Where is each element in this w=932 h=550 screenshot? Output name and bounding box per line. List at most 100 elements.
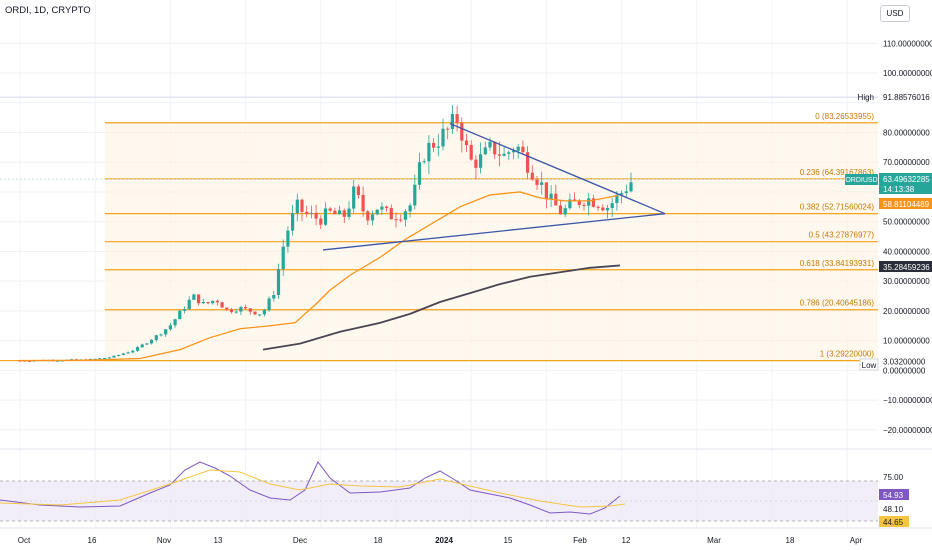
candle-body bbox=[516, 146, 520, 151]
candle-body bbox=[474, 159, 478, 168]
price-axis-tick: 40.00000000 bbox=[883, 247, 930, 256]
candle-body bbox=[258, 314, 262, 316]
candle-body bbox=[173, 319, 177, 326]
candle-body bbox=[511, 150, 516, 153]
ema50-tag-box bbox=[879, 198, 932, 209]
fib-level-label: 0 (83.26533955) bbox=[815, 112, 874, 121]
fib-zone bbox=[105, 122, 878, 179]
price-axis-tick: 100.00000000 bbox=[883, 69, 932, 78]
candle-body bbox=[262, 310, 266, 315]
candle-body bbox=[253, 311, 257, 315]
candle-body bbox=[126, 352, 130, 354]
time-axis-label: 18 bbox=[786, 536, 795, 545]
time-axis-label: 15 bbox=[504, 536, 513, 545]
candle-body bbox=[281, 246, 285, 270]
candle-body bbox=[154, 335, 158, 340]
candle-body bbox=[389, 207, 393, 220]
candle-body bbox=[540, 182, 544, 185]
candle-body bbox=[502, 153, 506, 156]
candle-body bbox=[220, 302, 224, 308]
fib-zone bbox=[105, 178, 878, 214]
candle-body bbox=[591, 198, 595, 207]
candle-body bbox=[563, 208, 567, 215]
price-axis-tick: 80.00000000 bbox=[883, 128, 930, 137]
fib-level-label: 0.786 (20.40645186) bbox=[800, 299, 875, 308]
candle-body bbox=[497, 154, 501, 156]
candle-body bbox=[135, 347, 140, 351]
candle-body bbox=[27, 360, 31, 362]
candle-body bbox=[483, 147, 487, 155]
candle-body bbox=[361, 194, 365, 212]
candle-body bbox=[225, 307, 229, 310]
candle-body bbox=[215, 300, 219, 303]
rsi-tick-lower: 48.10 bbox=[883, 505, 904, 514]
candle-body bbox=[455, 114, 459, 123]
candle-body bbox=[399, 219, 403, 221]
candle-body bbox=[309, 212, 313, 214]
currency-selector[interactable]: USD bbox=[880, 5, 910, 22]
last-price-box bbox=[879, 173, 932, 194]
candle-body bbox=[164, 329, 168, 335]
candle-body bbox=[427, 142, 431, 162]
countdown-value: 14:13:38 bbox=[883, 185, 915, 194]
price-axis-tick: −10.00000000 bbox=[883, 396, 932, 405]
candle-body bbox=[197, 294, 201, 304]
price-axis-tick: 70.00000000 bbox=[883, 158, 930, 167]
candle-body bbox=[582, 204, 586, 206]
time-axis-label: 2024 bbox=[435, 536, 453, 545]
candle-body bbox=[403, 211, 407, 220]
candle-body bbox=[300, 199, 304, 212]
candle-body bbox=[530, 172, 534, 180]
time-axis-label: Apr bbox=[850, 536, 863, 545]
candle-body bbox=[347, 208, 351, 217]
fib-zone bbox=[105, 269, 878, 310]
candle-body bbox=[168, 325, 172, 330]
candle-body bbox=[460, 122, 464, 141]
fib-level-label: 0.618 (33.84193931) bbox=[800, 259, 875, 268]
candle-body bbox=[493, 141, 497, 155]
candle-body bbox=[568, 199, 572, 209]
candle-body bbox=[276, 269, 281, 296]
trendline-upper bbox=[449, 122, 666, 215]
candle-body bbox=[615, 194, 619, 204]
candle-body bbox=[577, 200, 581, 205]
candle-body bbox=[229, 309, 234, 313]
time-axis-label: Dec bbox=[293, 536, 307, 545]
candle-body bbox=[107, 357, 111, 359]
candle-body bbox=[121, 353, 125, 355]
trendline-lower bbox=[322, 213, 666, 251]
rsi-line bbox=[0, 461, 621, 515]
candle-body bbox=[464, 140, 469, 146]
candle-body bbox=[601, 207, 605, 211]
symbol-title: ORDI, 1D, CRYPTO bbox=[5, 5, 91, 16]
candle-body bbox=[549, 193, 553, 200]
candle-body bbox=[272, 295, 276, 299]
candle-body bbox=[333, 210, 337, 215]
candle-body bbox=[182, 309, 187, 311]
candle-body bbox=[187, 299, 191, 310]
candle-body bbox=[319, 218, 323, 225]
time-axis-label: Feb bbox=[573, 536, 587, 545]
last-price-value: 63.49632285 bbox=[883, 175, 930, 184]
candle-body bbox=[370, 214, 375, 221]
rsi-signal-line bbox=[0, 469, 626, 508]
price-axis-tick: 0.00000000 bbox=[883, 366, 926, 375]
candle-body bbox=[521, 146, 525, 153]
candle-body bbox=[422, 161, 426, 163]
candle-body bbox=[436, 146, 440, 148]
candle-body bbox=[544, 182, 548, 200]
candle-body bbox=[629, 182, 633, 192]
candle-body bbox=[450, 114, 454, 130]
candle-body bbox=[295, 199, 299, 214]
fib-zone bbox=[105, 309, 878, 361]
candle-body bbox=[314, 212, 318, 219]
time-axis-label: 18 bbox=[374, 536, 383, 545]
candle-body bbox=[328, 208, 332, 211]
time-axis-label: Nov bbox=[157, 536, 171, 545]
candle-body bbox=[385, 206, 389, 208]
candle-body bbox=[178, 310, 182, 320]
candle-body bbox=[206, 301, 210, 304]
ema200-line bbox=[262, 264, 621, 351]
high-value: 91.88576016 bbox=[883, 93, 930, 102]
